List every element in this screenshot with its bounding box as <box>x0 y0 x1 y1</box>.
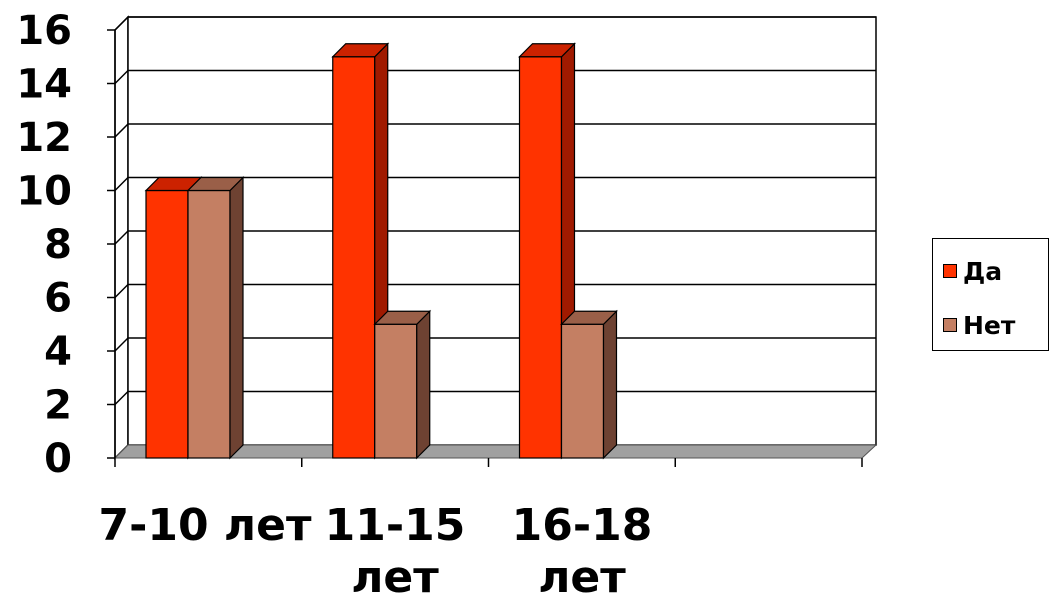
y-axis <box>107 29 863 467</box>
legend: Да Нет <box>932 238 1049 351</box>
gridline-side-3 <box>114 283 129 299</box>
bar-top <box>560 310 618 325</box>
x-tick-label-0: 7-10 лет <box>99 500 312 551</box>
gridline-side-7 <box>114 69 129 85</box>
legend-swatch-net <box>943 318 957 332</box>
legend-label-da: Да <box>963 256 1003 286</box>
gridline-side-6 <box>114 123 129 138</box>
y-tick-label-6: 12 <box>16 115 72 161</box>
bar-net-1 <box>373 309 432 460</box>
bar-front <box>187 189 231 459</box>
bar-side <box>602 309 618 460</box>
chart-floor <box>113 444 878 459</box>
y-tick-label-2: 4 <box>44 329 72 375</box>
bar-top <box>331 43 390 58</box>
gridline-side-8 <box>114 16 129 31</box>
x-tick-label-2-line2: лет <box>538 552 626 597</box>
bar-net-2 <box>560 309 618 460</box>
bar-side <box>229 176 244 460</box>
x-tick-label-2: 16-18 <box>512 500 653 551</box>
x-tick-label-1: 11-15 <box>325 500 466 551</box>
y-tick-label-4: 8 <box>44 222 72 268</box>
bar-net-0 <box>186 176 245 460</box>
bar-top <box>373 310 432 325</box>
y-tick-label-3: 6 <box>44 276 72 322</box>
y-tick-label-5: 10 <box>16 169 72 215</box>
bar-front <box>518 56 563 459</box>
bars <box>144 42 618 460</box>
bar-front <box>560 323 605 459</box>
y-tick-label-0: 0 <box>44 436 72 482</box>
bar-front <box>332 56 376 459</box>
gridlines <box>114 16 876 406</box>
x-tick-label-1-line2: лет <box>351 552 439 597</box>
legend-swatch-da <box>943 264 957 278</box>
gridline-side-5 <box>114 176 129 192</box>
y-tick-label-7: 14 <box>16 62 72 108</box>
floor-plane <box>113 444 878 459</box>
gridline-side-4 <box>114 230 129 245</box>
y-tick-label-8: 16 <box>16 8 72 54</box>
gridline-side-1 <box>114 390 129 406</box>
y-tick-label-1: 2 <box>44 383 72 429</box>
y-tick-labels: 0 2 4 6 8 10 12 14 16 <box>16 8 72 482</box>
legend-item-da: Да <box>943 256 1003 286</box>
bar-top <box>518 43 576 58</box>
bar-side <box>416 309 431 460</box>
gridline-side-2 <box>114 337 129 352</box>
bar-top <box>186 176 245 192</box>
bar-front <box>145 189 189 459</box>
legend-item-net: Нет <box>943 310 1016 340</box>
bar-front <box>374 323 418 459</box>
legend-label-net: Нет <box>963 310 1016 340</box>
